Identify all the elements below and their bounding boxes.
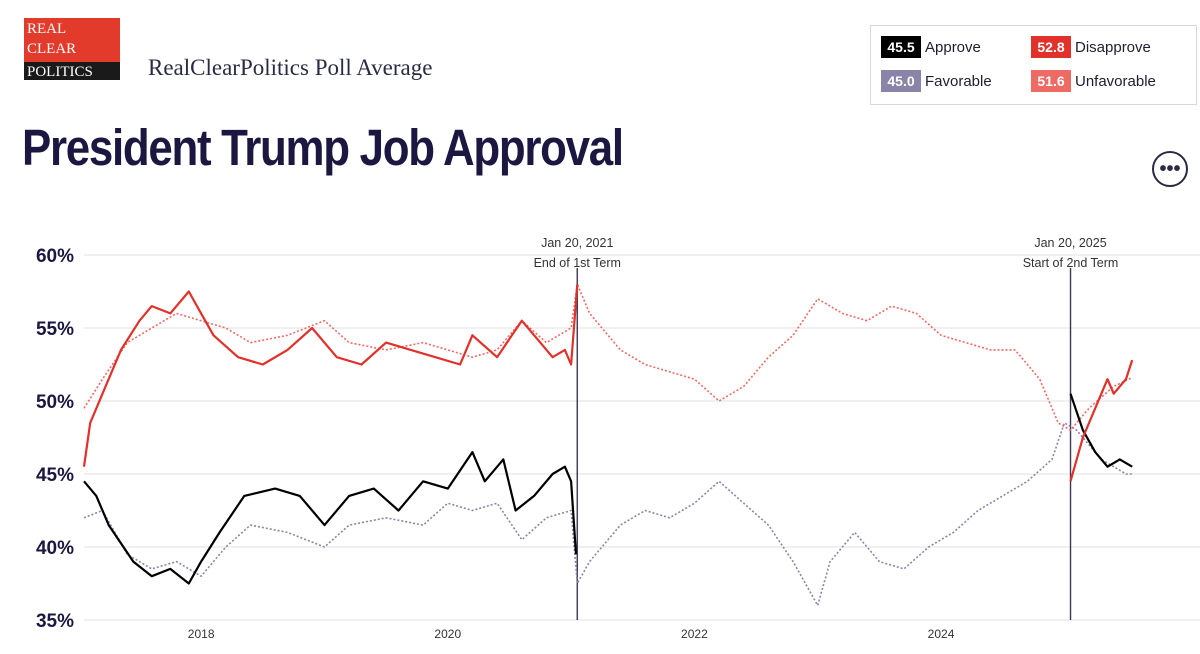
legend-item-favorable[interactable]: 45.0 Favorable [881,70,992,92]
page-subtitle: RealClearPolitics Poll Average [148,55,433,80]
y-tick-label: 45% [36,465,74,486]
series-line-unfavorable [83,283,1133,431]
y-tick-label: 60% [36,246,74,267]
more-options-button[interactable]: ••• [1152,151,1188,187]
term-annotation-label: End of 1st Term [534,256,621,270]
series-line-approve [83,451,578,585]
x-tick-label: 2022 [681,627,708,641]
legend-value-favorable: 45.0 [881,70,921,92]
legend-item-unfavorable[interactable]: 51.6 Unfavorable [1031,70,1156,92]
logo-line-3: POLITICS [27,64,93,80]
x-tick-label: 2024 [928,627,955,641]
rcp-logo: REAL CLEAR POLITICS [24,18,120,80]
legend-value-disapprove: 52.8 [1031,36,1071,58]
y-tick-label: 50% [36,392,74,413]
series-line-favorable [83,422,1133,607]
legend-item-disapprove[interactable]: 52.8 Disapprove [1031,36,1151,58]
series-line-disapprove [82,284,579,467]
y-tick-label: 55% [36,319,74,340]
legend-label-favorable: Favorable [925,72,992,90]
legend-item-approve[interactable]: 45.5 Approve [881,36,981,58]
page-title: President Trump Job Approval [22,119,624,176]
term-annotation-label: Jan 20, 2025 [1034,236,1106,250]
legend: 45.5 Approve 52.8 Disapprove 45.0 Favora… [870,25,1197,105]
legend-label-approve: Approve [925,38,981,56]
legend-label-unfavorable: Unfavorable [1075,72,1156,90]
y-tick-label: 35% [36,611,74,632]
legend-value-unfavorable: 51.6 [1031,70,1071,92]
legend-value-approve: 45.5 [881,36,921,58]
series-line-disapprove [1069,359,1134,482]
x-tick-label: 2020 [434,627,461,641]
series-line-approve [1069,393,1133,468]
legend-label-disapprove: Disapprove [1075,38,1151,56]
term-annotation-label: Start of 2nd Term [1023,256,1119,270]
term-annotation-label: Jan 20, 2021 [541,236,613,250]
x-tick-label: 2018 [188,627,215,641]
y-tick-label: 40% [36,538,74,559]
logo-line-2: CLEAR [27,41,76,57]
logo-line-1: REAL [27,21,66,37]
